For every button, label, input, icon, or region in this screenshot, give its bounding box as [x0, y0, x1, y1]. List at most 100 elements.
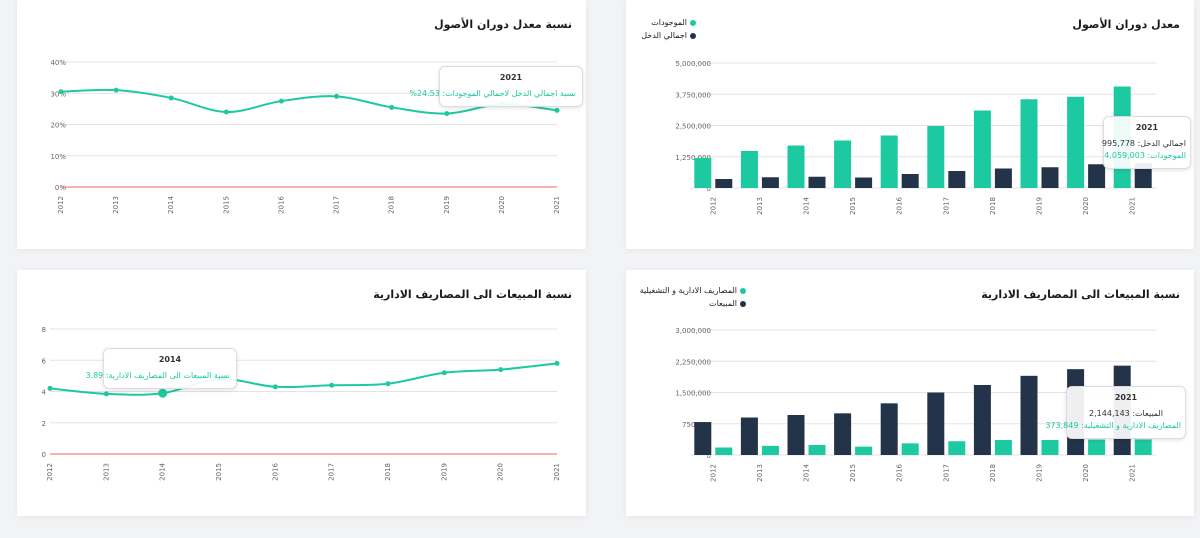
bar [740, 417, 758, 455]
data-point [498, 367, 504, 373]
legend-swatch [740, 300, 746, 307]
bar [880, 403, 898, 455]
chart-legend: الموجودات اجمالي الدخل [636, 16, 696, 42]
bar [715, 447, 733, 455]
sales-to-admin-ratio-chart[interactable]: 0 2 4 6 8 2012 2013 2014 2015 2016 2017 2018 2019 202… [17, 270, 586, 516]
data-point [158, 388, 168, 398]
x-tick-label: 2019 [1036, 197, 1044, 215]
data-point [113, 87, 119, 93]
legend-item[interactable]: المصاريف الادارية و التشغيلية [636, 284, 746, 297]
bar [994, 168, 1012, 188]
y-tick-label: 8 [42, 326, 46, 334]
x-tick-label: 2019 [443, 196, 451, 214]
bar [948, 441, 966, 455]
x-tick-label: 2014 [159, 462, 167, 480]
x-tick-label: 2020 [1082, 464, 1090, 482]
data-point [223, 109, 229, 115]
x-tick-label: 2014 [803, 196, 811, 214]
x-tick-label: 2017 [942, 464, 950, 482]
legend-label: المبيعات [709, 299, 737, 308]
y-tick-label: 5,000,000 [675, 60, 711, 68]
bar [927, 392, 945, 455]
bar [901, 174, 919, 188]
legend-label: الموجودات [651, 18, 687, 27]
x-tick-label: 2013 [756, 197, 764, 215]
x-tick-label: 2018 [388, 196, 396, 214]
x-tick-label: 2020 [497, 463, 505, 481]
y-tick-label: 1,500,000 [675, 390, 711, 398]
tooltip-label: المصاريف الادارية و التشغيلية: [1080, 421, 1181, 430]
series-line [49, 362, 558, 396]
y-tick-label: 20% [50, 122, 66, 130]
x-tick-label: 2015 [849, 464, 857, 482]
y-tick-label: 6 [42, 357, 47, 365]
bar [1020, 375, 1038, 455]
tooltip-value: 4,059,003 [1104, 151, 1145, 160]
bar [740, 151, 758, 188]
tooltip-label: نسبة المبيعات الى المصاريف الادارية: [105, 371, 230, 380]
bar [1041, 167, 1059, 188]
y-tick-label: 0 [707, 452, 711, 460]
data-point [389, 104, 395, 110]
bar [834, 140, 852, 188]
x-tick-label: 2018 [989, 197, 997, 215]
tooltip-label: نسبة اجمالي الدخل لاجمالي الموجودات: [442, 89, 576, 98]
legend-label: اجمالي الدخل [641, 31, 687, 40]
x-tick-label: 2012 [46, 463, 54, 481]
x-tick-label: 2012 [709, 464, 717, 482]
data-point [58, 89, 64, 95]
card-title: معدل دوران الأصول [1072, 18, 1180, 31]
legend-label: المصاريف الادارية و التشغيلية [639, 286, 737, 295]
legend-item[interactable]: المبيعات [636, 297, 746, 310]
legend-swatch [690, 32, 696, 39]
bar [973, 385, 991, 455]
bar [973, 110, 991, 188]
asset-turnover-ratio-chart[interactable]: 0% 10% 20% 30% 40% 2012 2013 2014 2015 2016 2017 20… [17, 0, 586, 249]
tooltip-label: الموجودات: [1147, 151, 1186, 160]
data-point [47, 385, 53, 391]
y-tick-label: 0% [55, 184, 66, 192]
tooltip-value: 373,849 [1045, 421, 1079, 430]
x-tick-label: 2020 [498, 196, 506, 214]
y-tick-label: 2,500,000 [675, 123, 711, 131]
bar [855, 446, 873, 455]
x-tick-label: 2018 [384, 463, 392, 481]
x-tick-label: 2012 [709, 197, 717, 215]
legend-item[interactable]: الموجودات [636, 16, 696, 29]
x-tick-label: 2014 [167, 195, 175, 213]
y-tick-label: 2 [42, 420, 46, 428]
x-tick-label: 2020 [1082, 197, 1090, 215]
bar [1067, 96, 1085, 188]
x-tick-label: 2015 [849, 197, 857, 215]
x-tick-label: 2017 [333, 196, 341, 214]
data-point [272, 384, 278, 390]
bar [761, 445, 779, 455]
legend-item[interactable]: اجمالي الدخل [636, 29, 696, 42]
bar [948, 171, 966, 188]
legend-swatch [690, 19, 696, 26]
asset-turnover-ratio-card: نسبة معدل دوران الأصول 0% 10% 20% 30% 40% 201… [17, 0, 586, 249]
x-tick-label: 2021 [553, 196, 561, 214]
bar [761, 177, 779, 188]
bar [787, 415, 805, 455]
tooltip-label: اجمالي الدخل: [1137, 139, 1186, 148]
x-tick-label: 2016 [277, 195, 285, 213]
bar [927, 126, 945, 188]
x-tick-label: 2015 [222, 196, 230, 214]
chart-legend: المصاريف الادارية و التشغيلية المبيعات [636, 284, 746, 310]
data-point [278, 98, 284, 104]
tooltip-year: 2021 [1135, 123, 1159, 132]
bar [715, 179, 733, 188]
x-tick-label: 2018 [989, 464, 997, 482]
bar [1134, 163, 1152, 188]
y-tick-label: 4 [42, 389, 47, 397]
y-tick-label: 0 [707, 185, 711, 193]
tooltip-value: 24.53% [409, 89, 440, 98]
data-point [329, 382, 335, 388]
x-tick-label: 2013 [756, 464, 764, 482]
x-tick-label: 2021 [1129, 197, 1137, 215]
y-tick-label: 2,250,000 [675, 358, 711, 366]
data-point [554, 107, 560, 113]
y-tick-label: 3,000,000 [675, 327, 711, 335]
bar [994, 440, 1012, 455]
